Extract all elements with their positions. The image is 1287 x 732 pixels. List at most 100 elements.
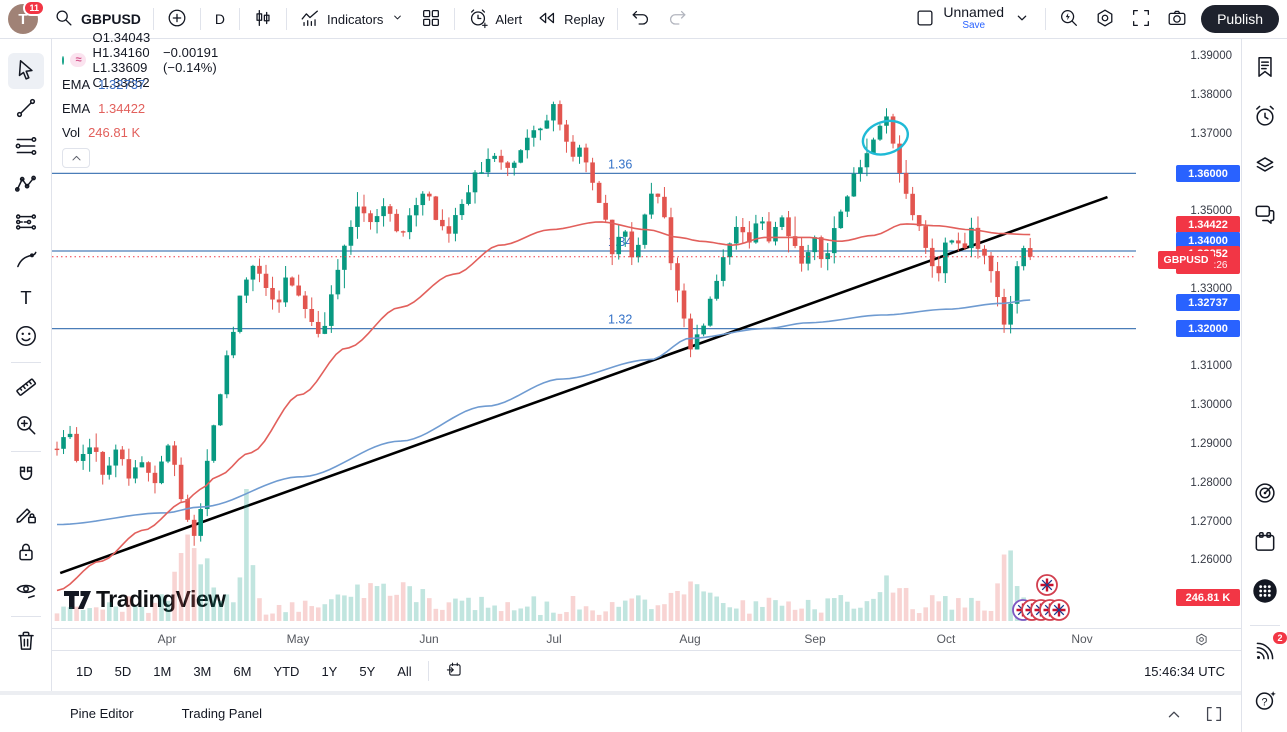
alert-label: Alert <box>495 11 523 27</box>
range-1Y[interactable]: 1Y <box>321 663 338 679</box>
redo-button[interactable] <box>659 3 695 36</box>
compare-add-button[interactable] <box>159 3 195 36</box>
legend-collapse-button[interactable] <box>62 148 90 168</box>
price-chart[interactable]: TradingView1.361.341.32 <box>52 40 1136 628</box>
range-YTD[interactable]: YTD <box>273 663 300 679</box>
tool-hide-drawings[interactable] <box>8 573 44 609</box>
undo-button[interactable] <box>623 3 659 36</box>
panel-help-button[interactable]: ? <box>1247 683 1283 719</box>
ema-line[interactable] <box>56 221 1031 592</box>
time-axis-month-label: Jun <box>419 632 439 646</box>
user-avatar[interactable]: T 11 <box>8 0 45 34</box>
panel-calendar-button[interactable] <box>1247 525 1283 561</box>
panel-object-tree-button[interactable] <box>1247 148 1283 184</box>
object-tree-icon <box>1252 152 1278 181</box>
radar-icon <box>1252 480 1278 509</box>
chart-style-button[interactable] <box>245 3 281 36</box>
remove-drawings-icon <box>13 628 39 657</box>
divider <box>454 8 456 30</box>
tool-projection[interactable] <box>8 205 44 241</box>
volume-label: Vol <box>62 124 81 140</box>
range-5D[interactable]: 5D <box>114 663 132 679</box>
legend-volume-row[interactable]: Vol 246.81 K <box>62 120 218 144</box>
fullscreen-button[interactable] <box>1123 3 1159 36</box>
alert-button[interactable]: Alert <box>460 3 529 36</box>
symbol-label: GBPUSD <box>81 11 141 27</box>
tool-emoji[interactable] <box>8 319 44 355</box>
panel-chat-button[interactable] <box>1247 197 1283 233</box>
publish-button[interactable]: Publish <box>1201 5 1279 33</box>
undo-icon <box>630 7 652 32</box>
tool-fib-retracement[interactable] <box>8 129 44 165</box>
ellipse-annotation[interactable] <box>859 115 913 160</box>
divider <box>152 8 154 30</box>
snapshot-button[interactable] <box>1159 3 1195 36</box>
panel-alarm-button[interactable] <box>1247 99 1283 135</box>
price-level-badge: 1.34422 <box>1176 216 1240 233</box>
time-axis-month-label: Nov <box>1071 632 1093 646</box>
tool-trend-line[interactable] <box>8 91 44 127</box>
cursor-icon <box>13 57 39 86</box>
interval-button[interactable]: D <box>214 11 226 27</box>
hide-drawings-icon <box>13 577 39 606</box>
tool-cursor[interactable] <box>7 53 44 89</box>
layout-menu-chevron[interactable] <box>1004 3 1040 36</box>
indicators-button[interactable]: Indicators <box>292 3 413 36</box>
go-to-date-button[interactable] <box>437 656 472 686</box>
symbol-search-button[interactable]: GBPUSD <box>46 3 148 36</box>
legend-main-row[interactable]: ≈ O1.34043 H1.34160 L1.33609 C1.33852 −0… <box>62 30 218 90</box>
range-1D[interactable]: 1D <box>76 663 93 679</box>
price-tick: 1.26000 <box>1190 554 1232 567</box>
utc-clock[interactable]: 15:46:34 UTC <box>1144 663 1225 679</box>
pine-editor-tab[interactable]: Pine Editor <box>70 706 134 721</box>
panel-apps-button[interactable] <box>1247 574 1283 610</box>
svg-text:1.32: 1.32 <box>608 313 632 327</box>
replay-button[interactable]: Replay <box>529 3 611 36</box>
panel-radar-button[interactable] <box>1247 476 1283 512</box>
save-label[interactable]: Save <box>962 20 986 31</box>
range-6M[interactable]: 6M <box>233 663 252 679</box>
brush-icon <box>13 247 39 276</box>
tool-lock-all[interactable] <box>8 535 44 571</box>
settings-button[interactable] <box>1087 3 1123 36</box>
tool-xabcd-pattern[interactable] <box>8 167 44 203</box>
quick-search-button[interactable] <box>1051 3 1087 36</box>
economic-event-flag-icon[interactable] <box>1036 574 1058 596</box>
candles-icon <box>252 7 274 32</box>
chart-legend: ≈ O1.34043 H1.34160 L1.33609 C1.33852 −0… <box>62 30 218 168</box>
tool-zoom-in[interactable] <box>8 408 44 444</box>
range-All[interactable]: All <box>397 663 412 679</box>
panel-watchlist-button[interactable] <box>1247 50 1283 86</box>
legend-ema-row[interactable]: EMA 1.32737 <box>62 72 218 96</box>
time-axis[interactable]: Apr May Jun Jul Aug Sep Oct Nov <box>52 628 1241 650</box>
tool-magnet[interactable] <box>8 459 44 495</box>
expand-panel-chevron-icon[interactable] <box>1163 703 1185 725</box>
tool-brush[interactable] <box>8 243 44 279</box>
indicators-label: Indicators <box>327 11 384 27</box>
layout-name-control[interactable]: Unnamed Save <box>943 5 1004 32</box>
price-level-badge: 1.32737 <box>1176 294 1240 311</box>
watchlist-icon <box>1252 54 1278 83</box>
price-tick: 1.33000 <box>1190 282 1232 295</box>
legend-ema-row[interactable]: EMA 1.34422 <box>62 96 218 120</box>
gear-icon <box>1094 7 1116 32</box>
restore-pane-icon[interactable] <box>1203 703 1225 725</box>
ema-line[interactable] <box>56 299 1031 526</box>
panel-broadcast-button[interactable]: 2 <box>1247 632 1287 670</box>
layout-select-button[interactable] <box>907 3 943 36</box>
trading-panel-tab[interactable]: Trading Panel <box>181 706 263 721</box>
range-5Y[interactable]: 5Y <box>359 663 376 679</box>
time-axis-settings-icon[interactable] <box>1194 632 1209 647</box>
tool-text[interactable]: T <box>8 281 44 317</box>
tool-remove-drawings[interactable] <box>8 624 44 660</box>
tool-drawing-lock[interactable] <box>8 497 44 533</box>
time-axis-month-label: Sep <box>804 632 826 646</box>
help-icon: ? <box>1252 687 1278 716</box>
range-1M[interactable]: 1M <box>153 663 172 679</box>
range-3M[interactable]: 3M <box>193 663 212 679</box>
tool-ruler[interactable] <box>8 370 44 406</box>
indicator-templates-button[interactable] <box>413 3 449 36</box>
price-axis[interactable]: 1.39000 1.38000 1.37000 1.35000 1.33000 1.310… <box>1136 40 1241 628</box>
economic-event-flag-icon[interactable] <box>1048 599 1070 621</box>
trend-line-drawing[interactable] <box>59 195 1108 575</box>
